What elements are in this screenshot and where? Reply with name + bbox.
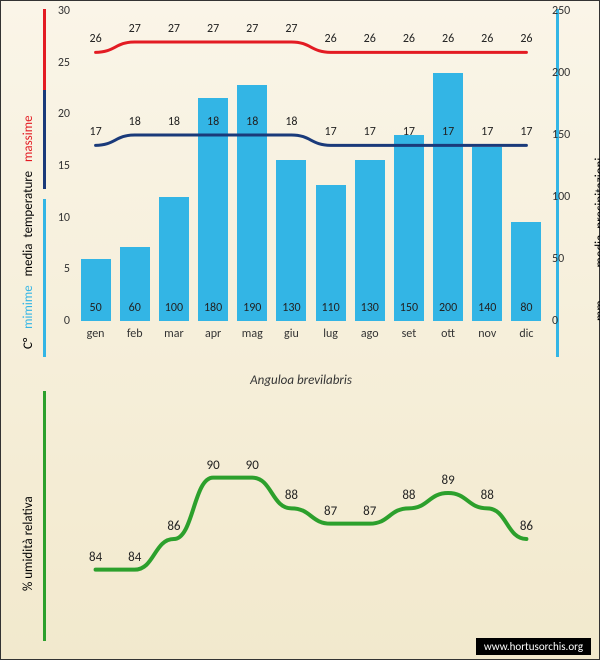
- precip-value: 150: [400, 301, 418, 315]
- precip-value: 140: [478, 301, 496, 315]
- temp-min-value: 18: [285, 115, 297, 129]
- precip-tick: 0: [552, 314, 558, 328]
- month-tick: mag: [242, 327, 263, 341]
- temp-max-value: 26: [442, 32, 454, 46]
- humidity-value: 90: [206, 458, 219, 473]
- temp-tick: 0: [64, 314, 70, 328]
- temp-max-value: 26: [364, 32, 376, 46]
- month-tick: lug: [323, 327, 338, 341]
- humidity-value: 84: [89, 550, 102, 565]
- month-tick: ago: [361, 327, 379, 341]
- temp-min-value: 17: [89, 125, 101, 139]
- temp-min-value: 18: [246, 115, 258, 129]
- precip-tick: 50: [552, 252, 564, 266]
- month-tick: gen: [87, 327, 105, 341]
- humidity-value: 84: [128, 550, 141, 565]
- humidity-axis: [43, 391, 46, 641]
- precip-tick: 150: [552, 128, 570, 142]
- month-tick: apr: [205, 327, 221, 341]
- temp-min-value: 18: [129, 115, 141, 129]
- temp-tick: 15: [58, 159, 70, 173]
- humidity-value: 90: [246, 458, 259, 473]
- humidity-value: 87: [324, 504, 337, 519]
- month-tick: ott: [441, 327, 455, 341]
- temp-min-value: 17: [364, 125, 376, 139]
- right-axis: [556, 9, 559, 357]
- temp-max-value: 27: [285, 22, 297, 36]
- left-axis-temp: [43, 9, 46, 189]
- temp-min-value: 17: [403, 125, 415, 139]
- right-axis-label: mm. media precipitazioni: [593, 158, 600, 321]
- month-tick: giu: [284, 327, 299, 341]
- temp-max-value: 26: [481, 32, 493, 46]
- temp-tick: 25: [58, 56, 70, 70]
- precip-tick: 100: [552, 190, 570, 204]
- temp-max-value: 27: [129, 22, 141, 36]
- precip-tick: 200: [552, 66, 570, 80]
- humidity-chart: % umidità relativa 848486909088878788898…: [1, 391, 600, 651]
- humidity-line: [76, 401, 546, 631]
- temp-tick: 10: [58, 211, 70, 225]
- precip-value: 100: [165, 301, 183, 315]
- temp-tick: 20: [58, 107, 70, 121]
- precip-value: 130: [361, 301, 379, 315]
- humidity-axis-label: % umidità relativa: [21, 496, 36, 591]
- plot-area: 50 26 17 60 27 18 100 27 18 180 27 18 190 27 18 130 27 18…: [76, 11, 546, 321]
- chart-title: Anguloa brevilabris: [1, 373, 600, 388]
- temp-max-value: 26: [89, 32, 101, 46]
- precip-value: 190: [243, 301, 261, 315]
- temp-max-value: 27: [207, 22, 219, 36]
- temp-max-value: 26: [520, 32, 532, 46]
- temp-max-value: 27: [246, 22, 258, 36]
- temp-min-value: 18: [168, 115, 180, 129]
- precip-value: 110: [321, 301, 339, 315]
- precip-value: 180: [204, 301, 222, 315]
- temp-tick: 30: [58, 4, 70, 18]
- temp-max-value: 26: [403, 32, 415, 46]
- temp-tick: 5: [64, 262, 70, 276]
- temp-min-value: 17: [481, 125, 493, 139]
- temp-min-value: 18: [207, 115, 219, 129]
- chart-figure: C° mimime media temperature massime mm. …: [0, 0, 600, 660]
- precip-value: 200: [439, 301, 457, 315]
- temp-min-value: 17: [442, 125, 454, 139]
- precip-value: 130: [282, 301, 300, 315]
- precip-value: 60: [129, 301, 141, 315]
- humidity-value: 87: [363, 504, 376, 519]
- humidity-value: 88: [481, 488, 494, 503]
- humidity-value: 86: [520, 519, 533, 534]
- month-tick: set: [402, 327, 417, 341]
- humidity-value: 88: [402, 488, 415, 503]
- climate-chart: C° mimime media temperature massime mm. …: [1, 1, 600, 371]
- month-tick: dic: [519, 327, 533, 341]
- temp-max-value: 26: [324, 32, 336, 46]
- month-tick: nov: [478, 327, 496, 341]
- month-tick: mar: [164, 327, 184, 341]
- precip-value: 50: [89, 301, 101, 315]
- precip-tick: 250: [552, 4, 570, 18]
- temp-lines: [76, 11, 546, 321]
- precip-value: 80: [520, 301, 532, 315]
- temp-min-value: 17: [520, 125, 532, 139]
- temp-min-value: 17: [324, 125, 336, 139]
- temp-max-value: 27: [168, 22, 180, 36]
- humidity-value: 86: [167, 519, 180, 534]
- left-axis-label: C° mimime media temperature massime: [21, 115, 36, 349]
- watermark: www.hortusorchis.org: [476, 638, 591, 655]
- left-axis-precip: [43, 199, 46, 357]
- humidity-plot: 84 84 86 90 90 88 87 87 88 89 88 86: [76, 401, 546, 631]
- humidity-value: 88: [285, 488, 298, 503]
- month-tick: feb: [127, 327, 143, 341]
- humidity-value: 89: [441, 473, 454, 488]
